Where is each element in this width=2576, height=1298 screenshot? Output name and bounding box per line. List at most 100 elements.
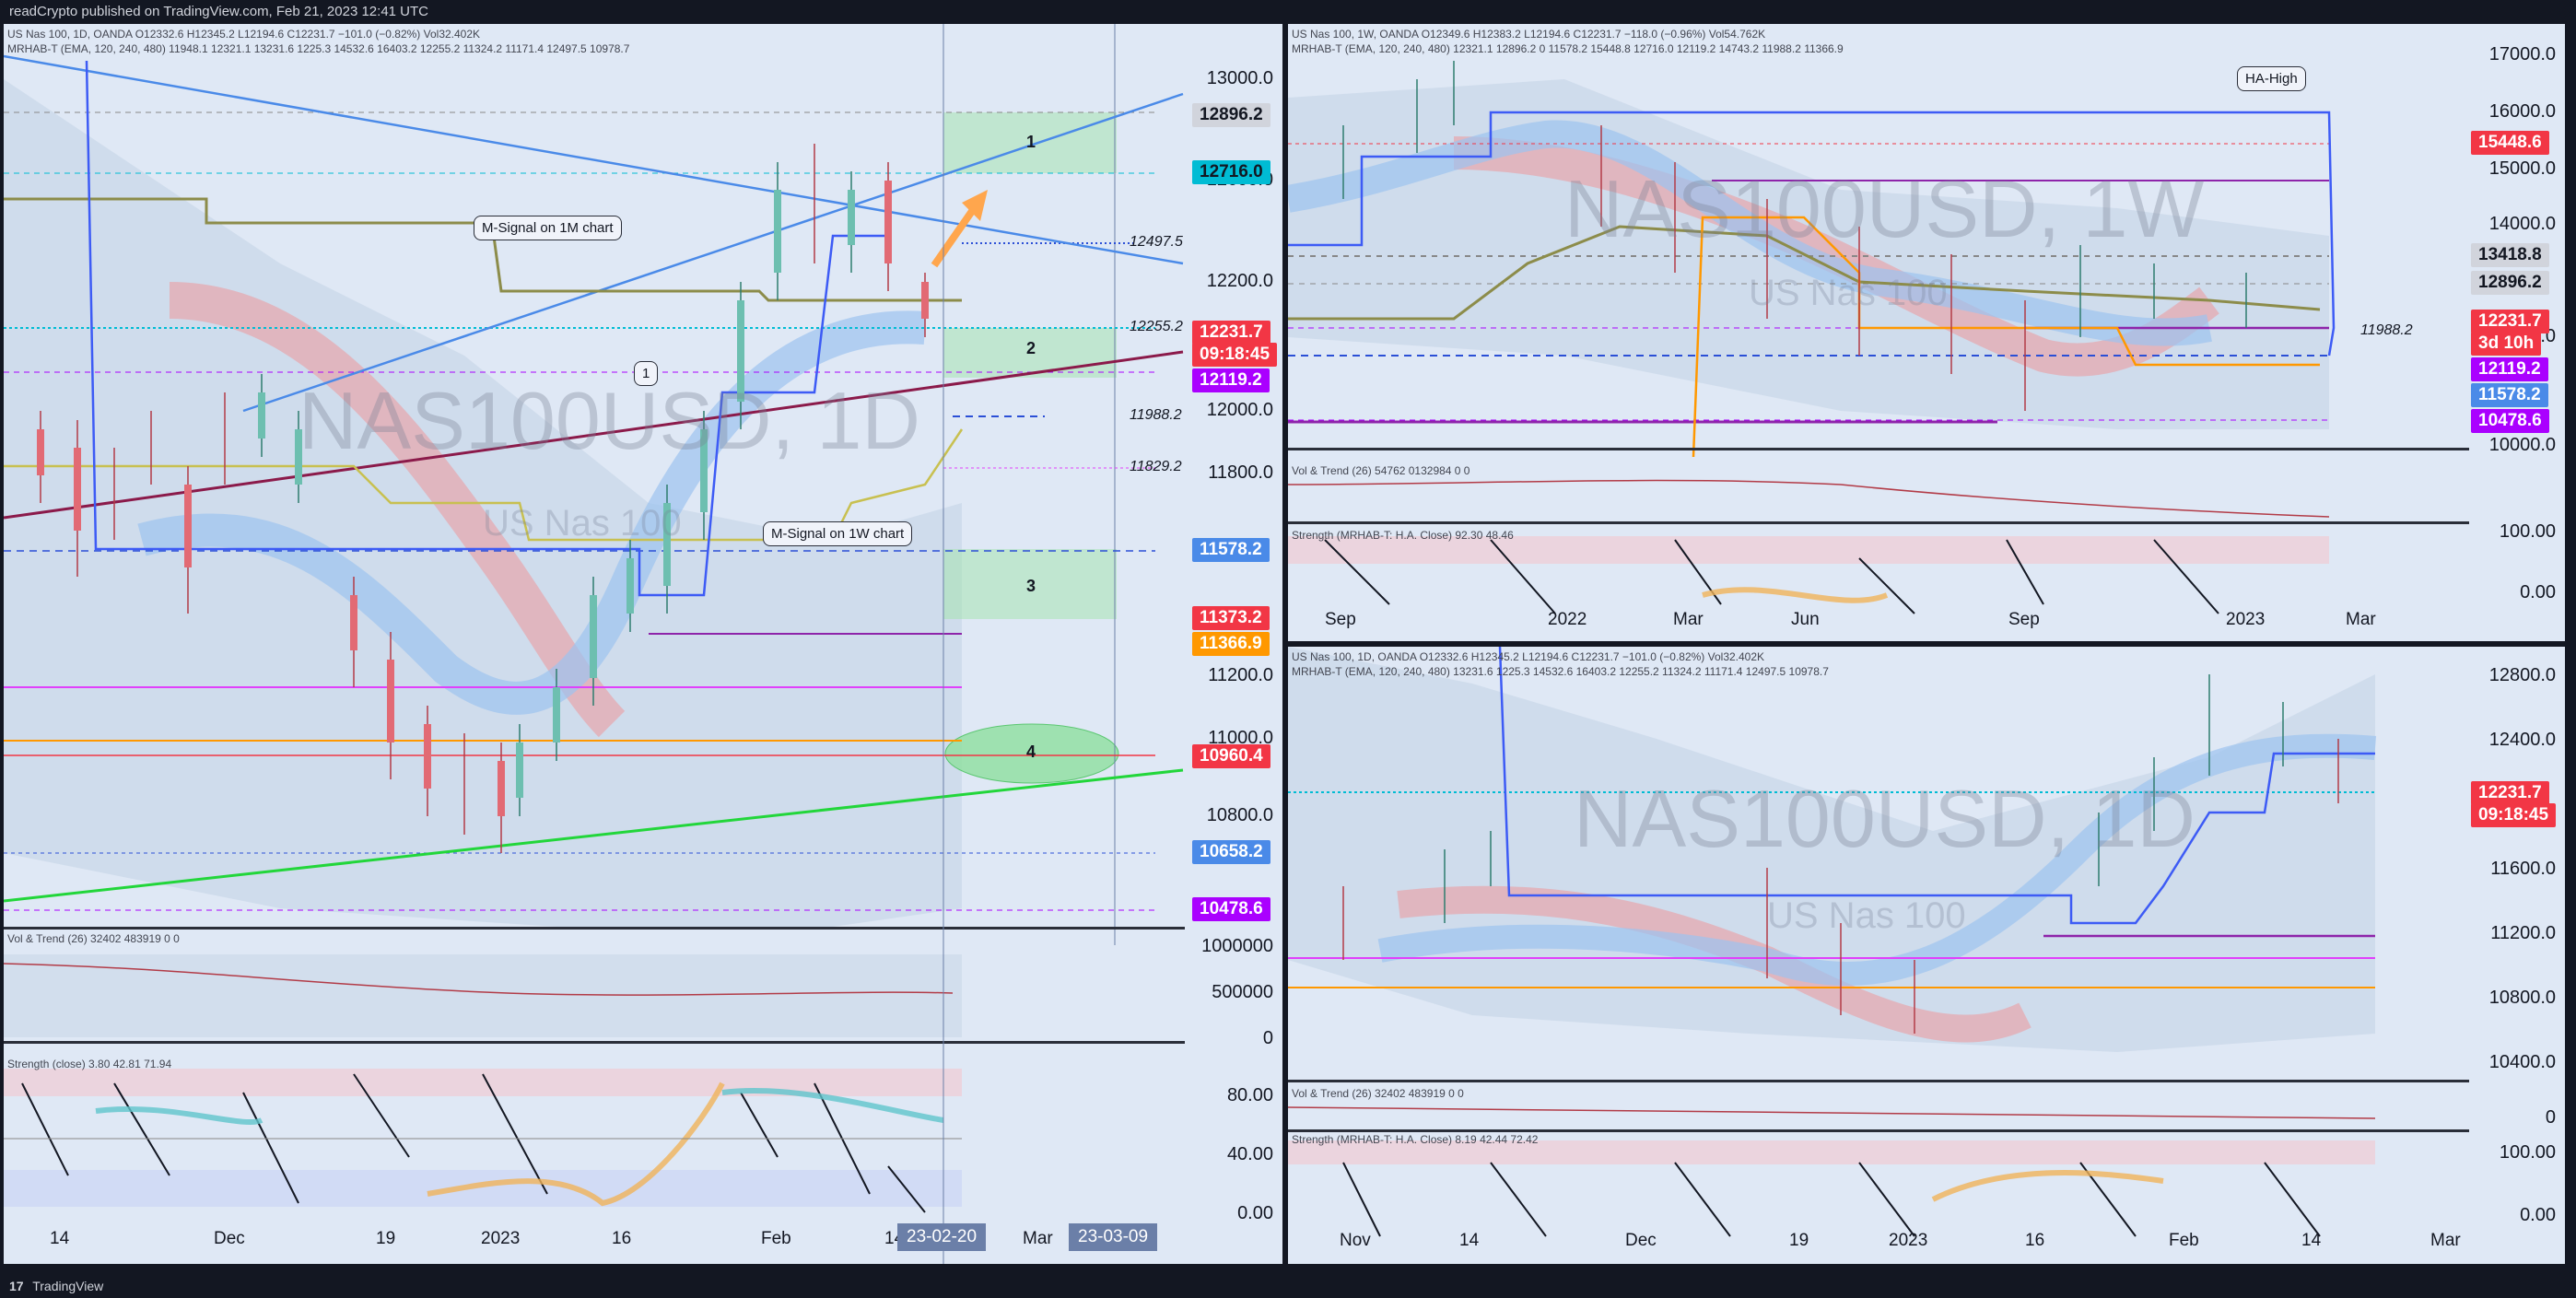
price-tick: 11800.0 [1208, 462, 1273, 483]
price-tag: 11578.2 [1192, 538, 1270, 562]
topright-chart-canvas[interactable] [1288, 24, 2565, 641]
topright-watermark-sub: US Nas 100 [1749, 273, 1948, 313]
topright-symbol-legend: US Nas 100, 1W, OANDA O12349.6 H12383.2 … [1292, 28, 1766, 41]
bottomright-price-axis[interactable]: 12800.0 12400.0 11600.0 11200.0 10800.0 … [2469, 647, 2565, 1264]
price-tag: 12119.2 [1192, 368, 1270, 392]
strength-tick: 0.00 [2520, 582, 2556, 602]
price-tick: 12400.0 [2488, 730, 2556, 750]
price-tick: 12200.0 [1206, 271, 1273, 291]
topright-watermark: NAS100USD, 1W [1564, 163, 2205, 254]
x-tick: Mar [2346, 610, 2376, 629]
topright-chart-panel[interactable]: US Nas 100, 1W, OANDA O12349.6 H12383.2 … [1288, 24, 2565, 641]
price-tick: 15000.0 [2488, 158, 2556, 179]
x-tick: Sep [1325, 610, 1356, 629]
price-tick: 10400.0 [2488, 1052, 2556, 1072]
x-tick: Mar [1023, 1229, 1053, 1248]
left-strength-label: Strength (close) 3.80 42.81 71.94 [7, 1058, 172, 1070]
price-tag: 15448.6 [2471, 131, 2549, 155]
x-tick: Mar [1673, 610, 1704, 629]
callout-m-signal-1w: M-Signal on 1W chart [763, 521, 913, 546]
x-tick: Dec [1625, 1231, 1657, 1250]
x-tick: 2023 [1889, 1231, 1928, 1250]
left-watermark-sub: US Nas 100 [483, 503, 682, 544]
price-tick: 11200.0 [2490, 923, 2556, 943]
left-chart-panel[interactable]: US Nas 100, 1D, OANDA O12332.6 H12345.2 … [4, 24, 1282, 1264]
zone-4-label: 4 [1026, 743, 1036, 761]
level-label-12255: 12255.2 [1130, 319, 1183, 334]
price-tick: 14000.0 [2488, 214, 2556, 234]
x-tick: Sep [2008, 610, 2040, 629]
last-price-tag: 12231.7 [2471, 310, 2549, 333]
callout-ha-high: HA-High [2237, 66, 2306, 91]
x-tick: 16 [612, 1229, 632, 1248]
last-price-tag: 12231.7 [2471, 781, 2549, 805]
price-tick: 13000.0 [1206, 68, 1273, 88]
x-tick: 14 [2301, 1231, 2322, 1250]
topright-vol-label: Vol & Trend (26) 54762 0132984 0 0 [1292, 464, 1470, 477]
level-label-12497: 12497.5 [1130, 234, 1183, 250]
price-tag: 13418.8 [2471, 243, 2549, 267]
price-tag: 12119.2 [2471, 357, 2548, 381]
price-tick: 17000.0 [2488, 44, 2556, 64]
x-tick: 14 [1459, 1231, 1480, 1250]
tradingview-brand: TradingView [32, 1279, 104, 1293]
x-tick: 2022 [1548, 610, 1587, 629]
level-label-11829: 11829.2 [1130, 459, 1182, 474]
vol-tick: 0 [2545, 1107, 2556, 1128]
price-tag: 10960.4 [1192, 744, 1270, 768]
x-tick: 16 [2025, 1231, 2045, 1250]
price-tag: 11373.2 [1192, 606, 1270, 630]
countdown-tag: 09:18:45 [1192, 343, 1278, 367]
price-tag: 12716.0 [1192, 160, 1270, 184]
price-tick: 10800.0 [2488, 988, 2556, 1008]
price-tag: 10658.2 [1192, 840, 1270, 864]
x-tick: Mar [2430, 1231, 2461, 1250]
price-tick: 12800.0 [2488, 665, 2556, 685]
bottomright-watermark-sub: US Nas 100 [1767, 895, 1966, 936]
bottomright-watermark: NAS100USD, 1D [1574, 773, 2195, 864]
bottomright-strength-label: Strength (MRHAB-T: H.A. Close) 8.19 42.4… [1292, 1133, 1539, 1146]
callout-point-1: 1 [634, 361, 659, 386]
x-tick: 2023 [2226, 610, 2266, 629]
bottomright-symbol-legend: US Nas 100, 1D, OANDA O12332.6 H12345.2 … [1292, 650, 1765, 663]
price-tag: 11366.9 [1192, 632, 1270, 656]
price-tick: 16000.0 [2488, 101, 2556, 122]
zone-1-label: 1 [1026, 133, 1036, 151]
left-vol-label: Vol & Trend (26) 32402 483919 0 0 [7, 932, 180, 945]
price-tick: 11000.0 [1208, 728, 1273, 748]
price-tick: 12000.0 [1206, 400, 1273, 420]
level-label-11988: 11988.2 [2360, 322, 2413, 338]
price-tag: 10478.6 [1192, 897, 1270, 921]
strength-tick: 0.00 [2520, 1205, 2556, 1225]
x-tick: Feb [2169, 1231, 2199, 1250]
date-marker-end: 23-03-09 [1069, 1223, 1158, 1251]
bottomright-vol-label: Vol & Trend (26) 32402 483919 0 0 [1292, 1087, 1464, 1100]
topright-indicator-legend: MRHAB-T (EMA, 120, 240, 480) 12321.1 128… [1292, 42, 1844, 55]
price-tag: 10478.6 [2471, 409, 2549, 433]
x-tick: Feb [761, 1229, 791, 1248]
countdown-tag: 3d 10h [2471, 332, 2542, 356]
left-watermark: NAS100USD, 1D [299, 375, 920, 466]
strength-tick: 100.00 [2499, 521, 2556, 542]
x-tick: 2023 [481, 1229, 521, 1248]
vol-tick: 500000 [1212, 982, 1273, 1002]
countdown-tag: 09:18:45 [2471, 803, 2557, 827]
strength-tick: 80.00 [1226, 1085, 1273, 1105]
x-tick: Jun [1791, 610, 1820, 629]
x-tick: 19 [1789, 1231, 1809, 1250]
price-tick: 10000.0 [2488, 435, 2556, 455]
strength-tick: 40.00 [1226, 1144, 1273, 1164]
vol-tick: 1000000 [1201, 936, 1273, 956]
callout-m-signal-1m: M-Signal on 1M chart [474, 216, 622, 240]
tradingview-footer: 17 TradingView [0, 1274, 2576, 1298]
price-tag: 11578.2 [2471, 383, 2548, 407]
price-tick: 11200.0 [1208, 665, 1273, 685]
zone-3-label: 3 [1026, 577, 1036, 595]
bottomright-chart-panel[interactable]: US Nas 100, 1D, OANDA O12332.6 H12345.2 … [1288, 647, 2565, 1264]
bottomright-chart-canvas[interactable] [1288, 647, 2565, 1264]
level-label-11988: 11988.2 [1130, 407, 1182, 423]
left-chart-canvas[interactable] [4, 24, 1282, 1264]
left-symbol-legend: US Nas 100, 1D, OANDA O12332.6 H12345.2 … [7, 28, 481, 41]
price-tick: 11600.0 [2490, 859, 2556, 879]
bottomright-indicator-legend: MRHAB-T (EMA, 120, 240, 480) 13231.6 122… [1292, 665, 1829, 678]
